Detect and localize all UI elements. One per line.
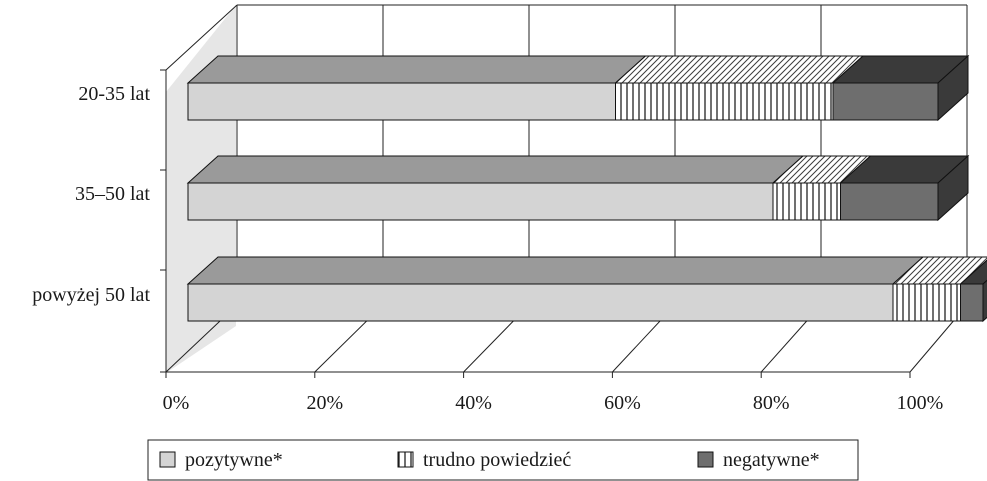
category-label-35-50-lat: 35–50 lat — [75, 183, 150, 205]
bar-20-35-lat-trudno-powiedzieć — [615, 82, 834, 121]
bar-powyżej-50-lat-side — [982, 279, 987, 323]
legend-swatch-pozytywne — [159, 451, 176, 468]
category-label-20-35-lat: 20-35 lat — [78, 83, 150, 105]
category-label-powyżej-50-lat: powyżej 50 lat — [32, 284, 150, 306]
legend-swatch-trudno-powiedzieć — [397, 451, 414, 468]
category-labels: 20-35 lat 35–50 lat powyżej 50 lat — [32, 83, 150, 306]
bar-powyżej-50-lat-pozytywne-top — [186, 256, 925, 285]
bar-powyżej-50-lat-trudno-powiedzieć — [892, 283, 961, 322]
chart-legend: pozytywne* trudno powiedzieć negatywne* — [147, 439, 859, 481]
bar-powyżej-50-lat-negatywne — [960, 283, 984, 322]
bar-20-35-lat-side — [937, 54, 969, 122]
legend-label-trudno-powiedzieć: trudno powiedzieć — [423, 449, 571, 471]
bar-35-50-lat-pozytywne-top — [186, 155, 805, 184]
x-tick-label-5: 100% — [897, 392, 944, 414]
x-tick-label-4: 80% — [753, 392, 790, 414]
legend-swatch-negatywne — [697, 451, 714, 468]
bar-20-35-lat-trudno-powiedzieć-top — [614, 55, 865, 84]
wall-edge-top — [165, 4, 238, 71]
bar-powyżej-50-lat-pozytywne — [187, 283, 894, 322]
bar-20-35-lat-pozytywne — [187, 82, 616, 121]
bar-35-50-lat-pozytywne — [187, 182, 774, 221]
x-tick-label-1: 20% — [306, 392, 343, 414]
chart-bars — [186, 54, 987, 323]
x-tick-label-2: 40% — [455, 392, 492, 414]
legend-label-pozytywne: pozytywne* — [185, 449, 283, 471]
legend-box — [147, 439, 859, 481]
bar-35-50-lat-side — [937, 154, 969, 222]
bar-20-35-lat-pozytywne-top — [186, 55, 647, 84]
bar-20-35-lat-negatywne — [832, 82, 939, 121]
x-tick-label-0: 0% — [163, 392, 190, 414]
x-tick-labels: 0% 20% 40% 60% 80% 100% — [163, 392, 944, 414]
legend-label-negatywne: negatywne* — [723, 449, 820, 471]
bar-35-50-lat-negatywne — [840, 182, 939, 221]
bar-35-50-lat-trudno-powiedzieć — [772, 182, 841, 221]
x-tick-label-3: 60% — [604, 392, 641, 414]
